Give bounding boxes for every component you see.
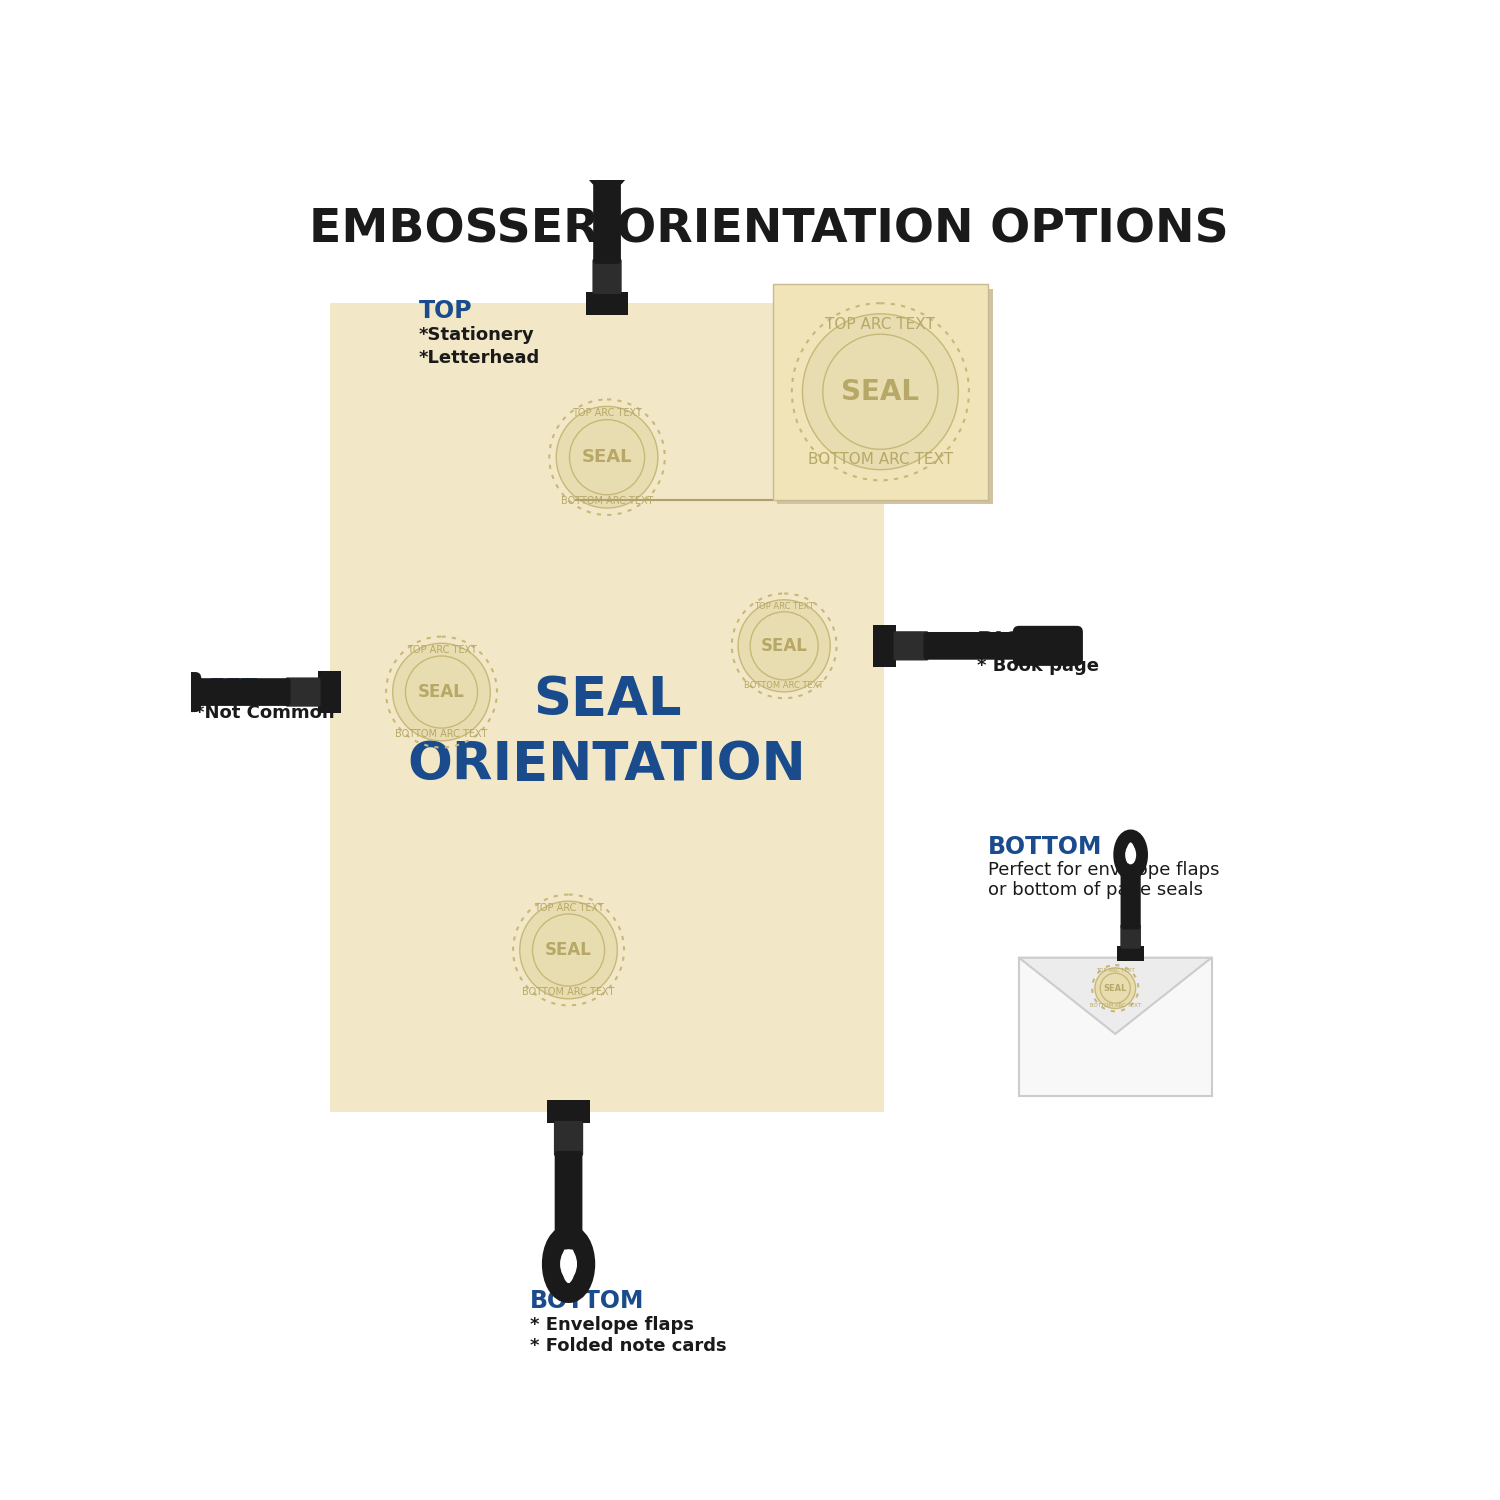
Text: Perfect for envelope flaps: Perfect for envelope flaps [988, 861, 1220, 879]
Bar [1019, 957, 1212, 1096]
Circle shape [520, 902, 618, 999]
Polygon shape [1019, 957, 1212, 1034]
Text: BOTTOM ARC TEXT: BOTTOM ARC TEXT [561, 496, 652, 506]
Text: SEAL: SEAL [544, 940, 592, 958]
Text: BOTTOM: BOTTOM [530, 1288, 645, 1312]
Text: TOP ARC TEXT: TOP ARC TEXT [534, 903, 603, 914]
FancyBboxPatch shape [555, 1150, 582, 1250]
FancyBboxPatch shape [192, 678, 291, 706]
FancyBboxPatch shape [130, 672, 201, 712]
Text: LEFT: LEFT [195, 676, 258, 700]
Text: ORIENTATION: ORIENTATION [408, 740, 807, 790]
Text: BOTTOM ARC TEXT: BOTTOM ARC TEXT [808, 452, 952, 466]
Text: TOP: TOP [419, 300, 472, 324]
Bar [1118, 946, 1144, 962]
Bar [330, 303, 885, 1112]
Circle shape [393, 644, 490, 741]
Text: SEAL: SEAL [1104, 984, 1126, 993]
Text: BOTTOM ARC TEXT: BOTTOM ARC TEXT [1089, 1004, 1140, 1008]
Bar [548, 1100, 590, 1124]
Ellipse shape [1125, 846, 1136, 864]
Text: *Stationery: *Stationery [419, 327, 534, 345]
Text: SEAL: SEAL [532, 674, 681, 726]
Text: or bottom of page seals: or bottom of page seals [988, 880, 1203, 898]
FancyBboxPatch shape [924, 632, 1022, 660]
FancyBboxPatch shape [592, 165, 621, 264]
Text: TOP ARC TEXT: TOP ARC TEXT [825, 316, 936, 332]
Bar [772, 284, 988, 500]
Text: TOP ARC TEXT: TOP ARC TEXT [406, 645, 477, 656]
FancyBboxPatch shape [1120, 862, 1140, 930]
FancyBboxPatch shape [285, 678, 321, 706]
Circle shape [802, 314, 958, 470]
Text: BOTTOM ARC TEXT: BOTTOM ARC TEXT [744, 681, 824, 690]
Text: SEAL: SEAL [419, 682, 465, 700]
Text: SEAL: SEAL [842, 378, 920, 406]
Text: BOTTOM ARC TEXT: BOTTOM ARC TEXT [396, 729, 488, 740]
Ellipse shape [560, 1250, 578, 1278]
Text: BOTTOM: BOTTOM [988, 834, 1102, 858]
Circle shape [738, 600, 830, 692]
Text: *Not Common: *Not Common [195, 704, 334, 722]
FancyBboxPatch shape [1013, 626, 1083, 666]
Text: TOP ARC TEXT: TOP ARC TEXT [572, 408, 642, 419]
Text: * Envelope flaps: * Envelope flaps [530, 1316, 694, 1334]
Text: * Book page: * Book page [976, 657, 1098, 675]
Text: EMBOSSER ORIENTATION OPTIONS: EMBOSSER ORIENTATION OPTIONS [309, 207, 1228, 252]
Bar [873, 624, 895, 668]
Text: BOTTOM ARC TEXT: BOTTOM ARC TEXT [522, 987, 615, 998]
FancyBboxPatch shape [1120, 924, 1142, 948]
Text: * Folded note cards: * Folded note cards [530, 1336, 726, 1354]
Bar [777, 288, 993, 504]
Text: SEAL: SEAL [582, 448, 633, 466]
Text: TOP ARC TEXT: TOP ARC TEXT [1096, 968, 1134, 974]
FancyBboxPatch shape [894, 632, 928, 660]
Text: TOP ARC TEXT: TOP ARC TEXT [754, 602, 814, 610]
Circle shape [556, 406, 658, 508]
Bar [318, 670, 342, 712]
Bar [586, 291, 628, 315]
Circle shape [1095, 968, 1136, 1008]
Text: SEAL: SEAL [760, 638, 807, 656]
FancyBboxPatch shape [554, 1120, 584, 1156]
Text: RIGHT: RIGHT [976, 630, 1059, 654]
FancyBboxPatch shape [592, 258, 621, 294]
Ellipse shape [598, 136, 615, 165]
Text: *Letterhead: *Letterhead [419, 350, 540, 368]
